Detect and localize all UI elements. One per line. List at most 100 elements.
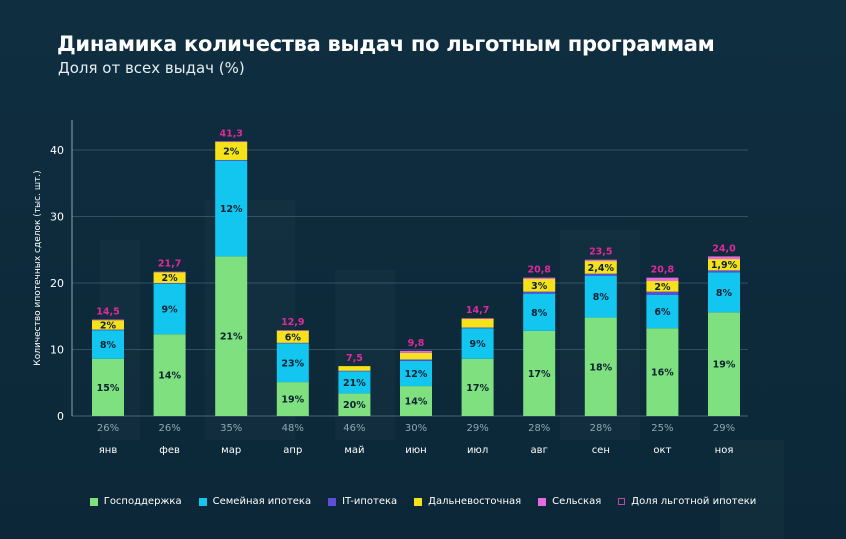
bar-segment: [153, 334, 186, 416]
x-tick-label: сен: [592, 445, 610, 456]
bar-segment: [584, 261, 617, 274]
x-tick-label: авг: [531, 445, 548, 456]
bar-segment: [461, 318, 494, 328]
bar-segment: [215, 159, 248, 161]
bar-segment: [400, 359, 432, 361]
segment-label: 2%: [100, 320, 117, 331]
segment-label: 14%: [405, 397, 428, 408]
legend-swatch: [328, 497, 337, 506]
x-tick-label: мар: [221, 445, 241, 456]
legend-item: Семейная ипотека: [198, 496, 312, 507]
legend-item: Доля льготной ипотеки: [618, 496, 756, 507]
share-label: 26%: [97, 423, 119, 434]
bar-segment: [584, 275, 617, 318]
bar-segment: [400, 352, 432, 360]
segment-label: 6%: [654, 307, 671, 318]
bar-segment: [276, 343, 309, 383]
segment-label: 8%: [593, 292, 610, 303]
legend-label: Сельская: [552, 496, 602, 507]
total-label: 41,3: [219, 128, 242, 139]
segment-label: 21%: [343, 378, 366, 389]
legend-item: IT-ипотека: [328, 496, 397, 507]
bar-segment: [153, 271, 186, 273]
bar-segment: [215, 160, 248, 257]
bar-segment: [584, 273, 617, 276]
share-label: 28%: [590, 423, 612, 434]
segment-label: 9%: [162, 304, 179, 315]
x-tick-label: июн: [405, 445, 426, 456]
bar-segment: [92, 319, 124, 321]
segment-label: 1,9%: [711, 260, 738, 271]
chart-title: Динамика количества выдач по льготным пр…: [57, 32, 715, 56]
bar-segment: [338, 366, 371, 371]
legend: Господдержка Семейная ипотека IT-ипотека Да…: [0, 496, 846, 507]
share-label: 28%: [528, 423, 550, 434]
bar-segment: [338, 393, 371, 416]
bar-segment: [215, 142, 248, 160]
share-label: 29%: [466, 423, 488, 434]
segment-label: 2%: [162, 273, 179, 284]
stacked-bar-chart: 0 10 20 30 40 15% 8% 2% 14,5 26% янв 14% 9% 2% 21,7 26…: [33, 120, 748, 456]
bar-segment: [646, 294, 679, 329]
legend-label: Дальневосточная: [428, 496, 522, 507]
total-label: 9,8: [408, 338, 425, 349]
bar-segment: [215, 256, 248, 416]
segment-label: 17%: [528, 369, 551, 380]
share-label: 25%: [651, 423, 673, 434]
bar-segment: [646, 291, 679, 295]
segment-label: 3%: [531, 281, 548, 292]
bar-segment: [338, 370, 371, 372]
total-label: 20,8: [651, 265, 675, 276]
segment-label: 18%: [589, 362, 612, 373]
segment-label: 8%: [531, 308, 548, 319]
segment-label: 17%: [466, 383, 489, 394]
segment-label: 8%: [716, 288, 733, 299]
segment-label: 23%: [281, 358, 304, 369]
x-tick-label: янв: [99, 445, 118, 456]
legend-swatch: [198, 497, 207, 506]
x-tick-label: апр: [283, 445, 302, 456]
bar-segment: [92, 329, 124, 331]
bar-segment: [400, 350, 432, 353]
bar-segment: [461, 358, 494, 416]
share-label: 29%: [713, 423, 735, 434]
bar-segment: [708, 270, 740, 273]
bar-segment: [153, 272, 186, 283]
bar-segment: [461, 327, 494, 329]
segment-label: 9%: [470, 339, 487, 350]
y-tick-label: 20: [50, 277, 64, 290]
bar-segment: [461, 328, 494, 359]
y-axis-label: Количество ипотечных сделок (тыс. шт.): [33, 170, 43, 365]
bar-segment: [338, 371, 371, 394]
share-label: 48%: [282, 423, 304, 434]
y-tick-label: 30: [50, 211, 64, 224]
bar-segment: [584, 317, 617, 416]
bars: [92, 141, 740, 416]
bar-segment: [400, 360, 432, 387]
bar-segment: [153, 283, 186, 335]
y-tick-label: 0: [57, 410, 64, 423]
share-label: 46%: [343, 423, 365, 434]
bar-segment: [215, 141, 248, 143]
share-label: 26%: [158, 423, 180, 434]
bar-segment: [646, 281, 679, 292]
total-label: 21,7: [158, 259, 181, 270]
bar-segment: [523, 330, 556, 416]
bar-segment: [276, 330, 309, 343]
segment-label: 20%: [343, 400, 366, 411]
x-tick-label: фев: [159, 445, 180, 456]
bar-segment: [276, 330, 309, 331]
legend-label: Семейная ипотека: [212, 496, 312, 507]
bar-segment: [584, 259, 617, 262]
segment-label: 2,4%: [588, 263, 615, 274]
segment-label: 19%: [281, 395, 304, 406]
legend-swatch: [538, 497, 547, 506]
segment-label: 8%: [100, 340, 117, 351]
chart-subtitle: Доля от всех выдач (%): [58, 59, 245, 77]
segment-label: 2%: [223, 146, 240, 157]
total-label: 7,5: [346, 353, 363, 364]
share-label: 35%: [220, 423, 242, 434]
bar-segment: [92, 330, 124, 359]
legend-label: Доля льготной ипотеки: [631, 496, 757, 507]
segment-label: 14%: [158, 371, 181, 382]
